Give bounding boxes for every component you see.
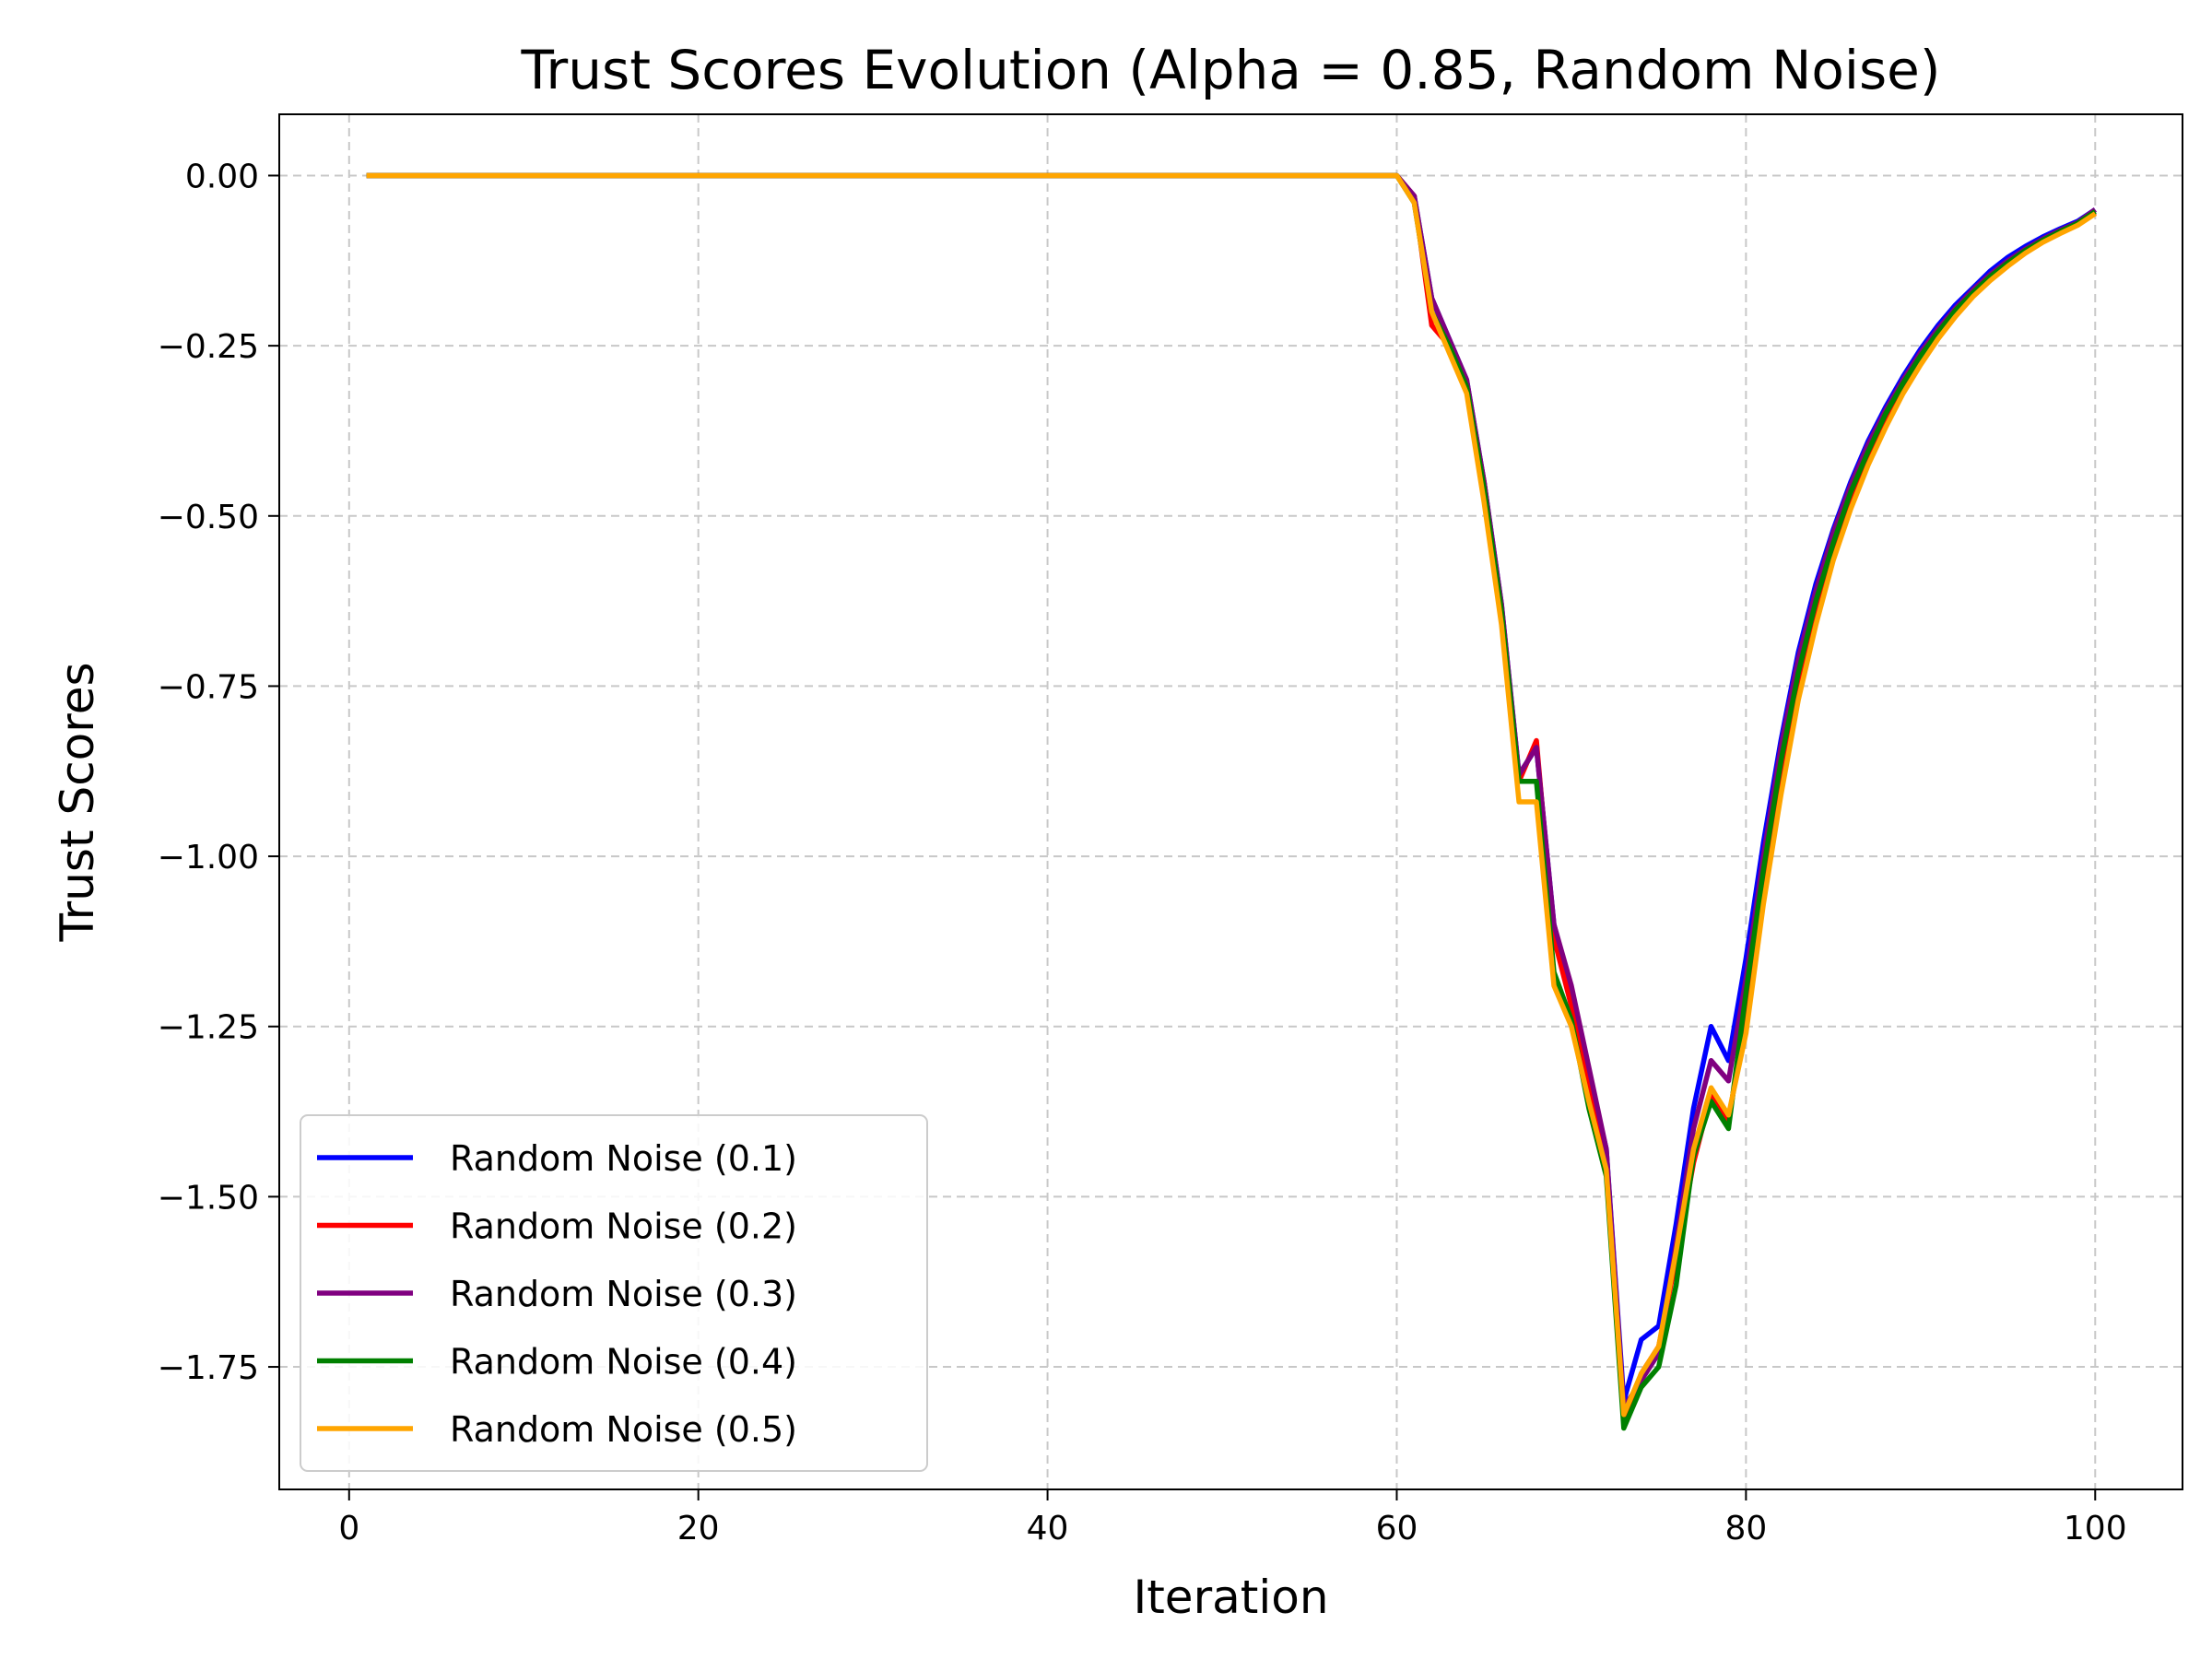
y-tick-label: −1.00: [158, 839, 259, 877]
grid-lines: [279, 114, 2183, 1489]
y-axis: 0.00 −0.25 −0.50 −0.75 −1.00 −1.25 −1.50 −1.75: [158, 158, 279, 1387]
legend: Random Noise (0.1) Random Noise (0.2) Rand…: [300, 1114, 928, 1472]
y-tick-label: −0.75: [158, 668, 259, 706]
legend-box: [300, 1114, 928, 1472]
chart-title: Trust Scores Evolution (Alpha = 0.85, Ra…: [521, 39, 1941, 101]
legend-label: Random Noise (0.3): [450, 1274, 797, 1314]
x-tick-label: 60: [1376, 1510, 1418, 1547]
series-lines: [366, 172, 2097, 1431]
y-tick-label: 0.00: [185, 158, 259, 195]
x-tick-label: 20: [677, 1510, 720, 1547]
x-tick-label: 80: [1724, 1510, 1767, 1547]
x-tick-label: 100: [2064, 1510, 2127, 1547]
y-tick-label: −1.50: [158, 1179, 259, 1217]
y-tick-label: −0.50: [158, 499, 259, 536]
y-axis-label: Trust Scores: [51, 662, 104, 942]
legend-label: Random Noise (0.1): [450, 1138, 797, 1179]
y-tick-label: −1.75: [158, 1349, 259, 1387]
x-tick-label: 0: [338, 1510, 359, 1547]
legend-label: Random Noise (0.5): [450, 1409, 797, 1450]
series-line: [366, 172, 2097, 1418]
x-axis-label: Iteration: [1133, 1571, 1328, 1624]
x-tick-label: 40: [1027, 1510, 1069, 1547]
plot-frame: [278, 113, 2183, 1490]
y-tick-label: −1.25: [158, 1009, 259, 1047]
legend-label: Random Noise (0.2): [450, 1206, 797, 1247]
y-tick-label: −0.25: [158, 328, 259, 366]
legend-label: Random Noise (0.4): [450, 1342, 797, 1382]
x-axis: 0 20 40 60 80 100: [338, 1489, 2127, 1547]
